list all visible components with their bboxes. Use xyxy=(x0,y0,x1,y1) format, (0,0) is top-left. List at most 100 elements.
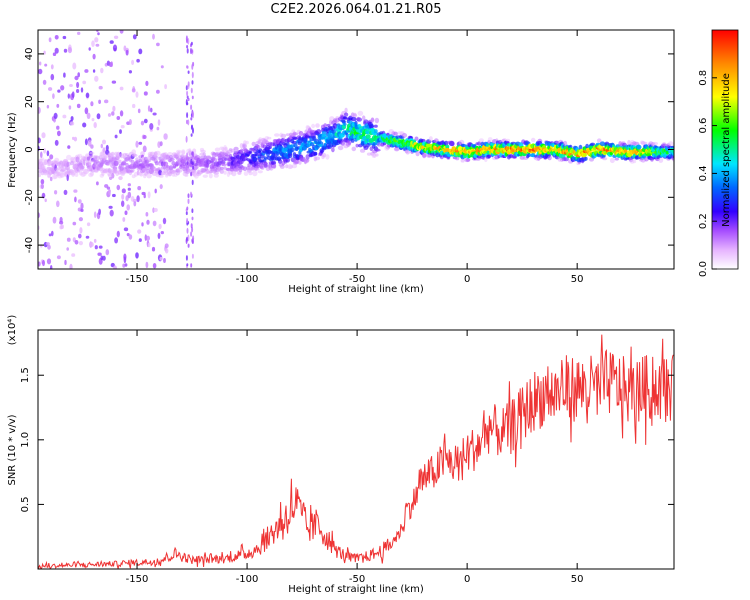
spectrogram-cell xyxy=(509,153,513,159)
spectrogram-cell xyxy=(94,155,100,161)
spectrogram-cell xyxy=(131,59,135,65)
spectrogram-cell xyxy=(547,155,552,161)
spectrogram-cell xyxy=(191,49,194,54)
spectrogram-cell xyxy=(191,253,194,259)
spectrogram-cell xyxy=(187,81,190,87)
spectrogram-cell xyxy=(585,143,589,149)
spectrogram-cell xyxy=(163,258,166,263)
colorbar: 0.0 0.2 0.4 0.6 0.8 Normalized spectral ampl… xyxy=(698,29,739,277)
colorbar-label: Normalized spectral amplitude xyxy=(721,73,732,227)
spectrogram-cell xyxy=(187,119,190,126)
spectrogram-cell xyxy=(136,195,140,203)
spectrogram-cell xyxy=(78,217,83,222)
spectrogram-cell xyxy=(582,152,587,157)
spectrogram-cell xyxy=(111,80,117,84)
spectrogram-cell xyxy=(66,161,71,167)
x-tick-label: 50 xyxy=(571,574,584,585)
spectrogram-cell xyxy=(48,37,52,43)
spectrogram-cell xyxy=(95,43,100,47)
spectrogram-cell xyxy=(109,176,113,180)
spectrogram-cell xyxy=(52,52,57,56)
spectrogram-cell xyxy=(190,117,193,121)
spectrogram-cell xyxy=(80,202,84,210)
spectrogram-cell xyxy=(190,104,193,111)
spectrogram-cell xyxy=(372,142,377,146)
spectrogram-cell xyxy=(224,146,228,152)
spectrogram-cell xyxy=(38,107,41,114)
spectrogram-cell xyxy=(298,131,304,136)
spectrogram-cell xyxy=(163,133,168,140)
spectrogram-panel: -150 -100 -50 0 50 -40 -20 0 20 40 Height of str… xyxy=(7,29,675,295)
spectrogram-cell xyxy=(76,89,80,93)
spectrogram-cell xyxy=(140,120,145,126)
spectrogram-cell xyxy=(105,249,110,256)
spectrogram-cell xyxy=(48,233,52,237)
spectrogram-cell xyxy=(112,166,118,170)
spectrogram-cell xyxy=(315,129,322,135)
spectrogram-cell xyxy=(54,47,59,54)
spectrogram-cell xyxy=(298,160,302,165)
spectrogram-cell xyxy=(135,252,139,259)
spectrogram-cell xyxy=(120,125,125,129)
spectrogram-cell xyxy=(74,240,79,245)
spectrogram-cell xyxy=(54,35,59,40)
spectrogram-cell xyxy=(344,112,349,117)
spectrogram-cell xyxy=(114,134,118,139)
spectrogram-cell xyxy=(530,137,536,143)
spectrogram-cell xyxy=(187,70,190,74)
spectrogram-cell xyxy=(154,161,159,166)
spectrogram-cell xyxy=(147,105,151,112)
spectrogram-cell xyxy=(313,151,318,156)
spectrogram-cell xyxy=(242,166,248,172)
spectrogram-cell xyxy=(186,112,189,119)
spectrogram-cell xyxy=(152,112,157,116)
spectrogram-cell xyxy=(162,217,167,225)
spectrogram-cell xyxy=(94,245,98,250)
spectrogram-cell xyxy=(258,148,263,152)
spectrogram-cell xyxy=(140,151,145,157)
spectrogram-cell xyxy=(185,255,188,261)
spectrogram-cell xyxy=(92,53,96,60)
spectrogram-cell xyxy=(77,31,81,35)
spectrogram-cell xyxy=(72,221,77,226)
spectrogram-cell xyxy=(285,157,290,163)
spectrogram-cell xyxy=(370,117,375,123)
spectrogram-cell xyxy=(637,144,641,150)
spectrogram-cell xyxy=(369,123,374,129)
spectrogram-cell xyxy=(219,169,224,174)
spectrogram-cell xyxy=(40,179,45,185)
y-tick-label: 0.5 xyxy=(20,496,31,512)
y-tick-label: 0 xyxy=(24,146,35,152)
spectrogram-cell xyxy=(63,48,68,53)
spectrogram-cell xyxy=(373,129,378,134)
spectrogram-cell xyxy=(81,165,85,169)
spectrogram-cell xyxy=(165,248,169,254)
figure-title: C2E2.2026.064.01.21.R05 xyxy=(270,2,441,17)
spectrogram-cell xyxy=(69,84,73,87)
x-tick-label: -50 xyxy=(349,274,365,285)
spectrogram-cell xyxy=(143,193,146,199)
spectrogram-cell xyxy=(159,184,163,190)
spectrogram-cell xyxy=(73,136,78,142)
spectrogram-cell xyxy=(74,172,79,177)
spectrogram-cell xyxy=(88,47,91,51)
spectrogram-cell xyxy=(119,129,122,134)
spectrogram-cell xyxy=(633,141,640,146)
spectrogram-cell xyxy=(149,123,154,130)
spectrogram-cell xyxy=(74,75,79,81)
spectrogram-cell xyxy=(652,141,659,146)
spectrogram-cell xyxy=(203,155,207,159)
spectrogram-cell xyxy=(584,156,588,161)
spectrogram-cell xyxy=(190,263,193,268)
spectrogram-cell xyxy=(98,99,101,105)
spectrogram-cell xyxy=(50,265,53,269)
spectrogram-cell xyxy=(466,158,471,162)
spectrogram-cell xyxy=(245,140,249,145)
spectrogram-cell xyxy=(142,135,147,139)
spectrogram-cell xyxy=(112,44,118,52)
y-tick-label: 1.5 xyxy=(20,367,31,383)
spectrogram-cell xyxy=(185,85,188,91)
spectrogram-cell xyxy=(98,245,103,249)
spectrogram-cell xyxy=(260,166,265,170)
spectrogram-cell xyxy=(602,157,608,161)
